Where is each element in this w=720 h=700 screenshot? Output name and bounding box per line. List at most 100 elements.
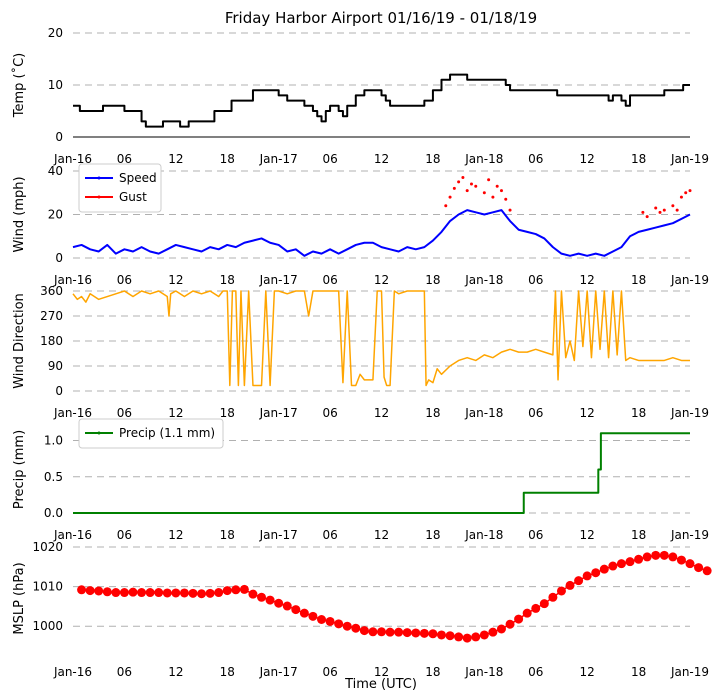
wind-gust-point xyxy=(461,176,465,180)
precip-x-tick-label: 18 xyxy=(425,528,440,542)
wind-x-tick-label: 18 xyxy=(631,273,646,287)
direction-x-tick-label: Jan-18 xyxy=(464,406,503,420)
wind-legend-marker-gust xyxy=(97,195,101,199)
wind-gust-point xyxy=(671,204,675,208)
wind-gust-point xyxy=(444,204,448,208)
temp-y-axis-label: Temp (˚C) xyxy=(11,53,27,119)
direction-x-tick-label: Jan-17 xyxy=(259,406,298,420)
wind-gust-point xyxy=(499,189,503,193)
mslp-mslp-point xyxy=(94,586,104,596)
mslp-x-tick-label: Jan-16 xyxy=(53,665,92,679)
temp-x-tick-label: Jan-17 xyxy=(259,152,298,166)
precip-y-tick-label: 1.0 xyxy=(44,434,63,448)
mslp-mslp-point xyxy=(368,627,378,637)
mslp-mslp-point xyxy=(317,614,327,624)
mslp-mslp-point xyxy=(668,552,678,562)
mslp-mslp-point xyxy=(565,580,575,590)
direction-x-tick-label: 18 xyxy=(631,406,646,420)
temp-x-tick-label: 06 xyxy=(528,152,543,166)
mslp-mslp-point xyxy=(197,589,207,599)
wind-gust-point xyxy=(641,210,645,214)
mslp-mslp-point xyxy=(248,589,258,599)
mslp-mslp-point xyxy=(162,588,172,598)
mslp-mslp-point xyxy=(634,554,644,564)
mslp-x-tick-label: 06 xyxy=(117,665,132,679)
temp-y-tick-label: 0 xyxy=(55,130,63,144)
wind-gust-point xyxy=(658,210,662,214)
mslp-mslp-point xyxy=(77,585,87,595)
precip-x-tick-label: Jan-17 xyxy=(259,528,298,542)
mslp-mslp-point xyxy=(179,588,189,598)
precip-x-tick-label: 18 xyxy=(220,528,235,542)
wind-speed-line xyxy=(72,209,691,257)
mslp-mslp-point xyxy=(342,621,352,631)
mslp-mslp-point xyxy=(479,630,489,640)
mslp-mslp-point xyxy=(522,608,532,618)
mslp-mslp-point xyxy=(231,585,241,595)
mslp-mslp-point xyxy=(496,624,506,634)
wind-gust-point xyxy=(474,184,478,188)
wind-legend-label-gust: Gust xyxy=(119,190,147,204)
direction-x-tick-label: 12 xyxy=(374,406,389,420)
precip-y-tick-label: 0.0 xyxy=(44,506,63,520)
direction-x-tick-label: Jan-16 xyxy=(53,406,92,420)
mslp-mslp-point xyxy=(685,559,695,569)
wind-x-tick-label: 12 xyxy=(374,273,389,287)
temp-panel: 0 10 20 Jan-16 06 12 18 Jan-17 06 12 18 Jan-18 06 12 1… xyxy=(11,26,709,166)
wind-x-tick-label: 18 xyxy=(220,273,235,287)
wind-gust-point xyxy=(508,208,512,212)
temp-y-tick-label: 20 xyxy=(48,26,63,40)
direction-y-tick-label: 0 xyxy=(55,384,63,398)
precip-x-tick-label: 18 xyxy=(631,528,646,542)
mslp-mslp-point xyxy=(411,628,421,638)
mslp-mslp-point xyxy=(239,584,249,594)
precip-x-tick-label: 06 xyxy=(117,528,132,542)
precip-x-tick-label: 12 xyxy=(168,528,183,542)
mslp-y-tick-label: 1000 xyxy=(32,619,63,633)
direction-y-tick-label: 360 xyxy=(40,284,63,298)
mslp-x-tick-label: 12 xyxy=(168,665,183,679)
mslp-mslp-point xyxy=(188,588,198,598)
mslp-mslp-point xyxy=(659,550,669,560)
mslp-x-tick-label: 12 xyxy=(374,665,389,679)
mslp-mslp-point xyxy=(642,552,652,562)
temp-y-tick-label: 10 xyxy=(48,78,63,92)
mslp-mslp-point xyxy=(171,588,181,598)
wind-x-tick-label: 06 xyxy=(528,273,543,287)
wind-gust-point xyxy=(662,208,666,212)
mslp-mslp-point xyxy=(351,623,361,633)
direction-x-tick-label: 06 xyxy=(117,406,132,420)
precip-panel: 0.0 0.5 1.0 Jan-16 06 12 18 Jan-17 06 12 18 Jan-18 0… xyxy=(12,418,709,542)
mslp-x-tick-label: Jan-19 xyxy=(670,665,709,679)
mslp-mslp-point xyxy=(445,631,455,641)
wind-gust-point xyxy=(457,180,461,184)
precip-legend-marker-precip xyxy=(97,431,101,435)
mslp-mslp-point xyxy=(102,587,112,597)
mslp-mslp-point xyxy=(274,598,284,608)
temp-x-tick-label: 18 xyxy=(425,152,440,166)
wind-gust-point xyxy=(465,189,469,193)
mslp-mslp-point xyxy=(291,605,301,615)
mslp-mslp-point xyxy=(428,629,438,639)
mslp-mslp-point xyxy=(111,588,121,598)
wind-x-tick-label: Jan-18 xyxy=(464,273,503,287)
precip-x-tick-label: Jan-19 xyxy=(670,528,709,542)
mslp-mslp-point xyxy=(625,557,635,567)
precip-x-tick-label: Jan-16 xyxy=(53,528,92,542)
mslp-mslp-point xyxy=(137,588,147,598)
mslp-mslp-point xyxy=(85,586,95,596)
mslp-mslp-point xyxy=(265,595,275,605)
mslp-x-tick-label: 18 xyxy=(425,665,440,679)
mslp-mslp-point xyxy=(154,588,164,598)
direction-x-tick-label: 18 xyxy=(220,406,235,420)
mslp-mslp-point xyxy=(531,603,541,613)
mslp-y-tick-label: 1010 xyxy=(32,580,63,594)
mslp-mslp-point xyxy=(145,588,155,598)
mslp-mslp-point xyxy=(222,586,232,596)
precip-y-axis-label: Precip (mm) xyxy=(12,430,27,509)
direction-x-tick-label: 12 xyxy=(168,406,183,420)
wind-y-tick-label: 0 xyxy=(55,251,63,265)
mslp-mslp-point xyxy=(591,568,601,578)
mslp-mslp-point xyxy=(556,586,566,596)
temp-x-tick-label: 12 xyxy=(168,152,183,166)
